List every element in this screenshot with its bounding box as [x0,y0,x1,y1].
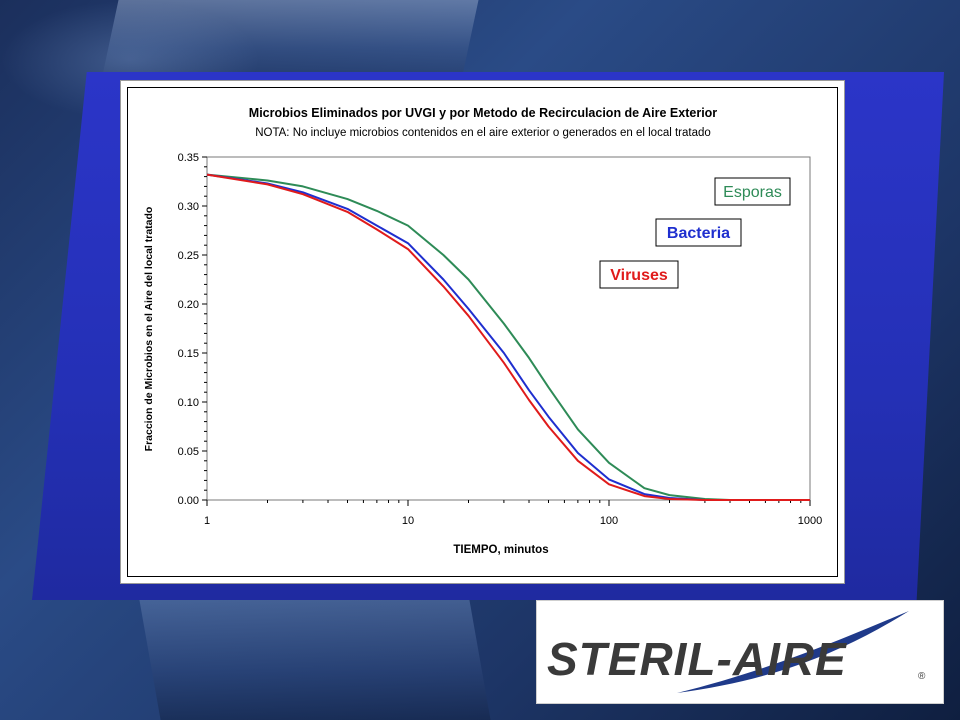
y-tick-label: 0.05 [178,446,199,458]
x-axis-label: TIEMPO, minutos [453,544,548,556]
y-tick-label: 0.20 [178,299,199,311]
x-tick-label: 1000 [798,515,822,527]
chart-title: Microbios Eliminados por UVGI y por Meto… [249,106,718,120]
chart-subtitle: NOTA: No incluye microbios contenidos en… [255,127,711,139]
plot-area [206,156,811,501]
y-tick-label: 0.00 [178,495,199,507]
steril-aire-logo: STERIL-AIRE ® [547,611,926,693]
y-axis-label: Fraccion de Microbios en el Aire del loc… [143,207,155,452]
background-machine-bottom [139,600,491,720]
x-tick-label: 1 [204,515,210,527]
y-tick-label: 0.35 [178,152,199,164]
series-line-viruses [206,173,810,501]
annotation-label-esporas: Esporas [723,184,782,201]
x-tick-label: 100 [600,515,618,527]
chart-frame: Microbios Eliminados por UVGI y por Meto… [120,80,845,584]
annotation-box-esporas [714,177,791,206]
chart-inner-border [127,87,838,577]
x-tick-label: 10 [402,515,414,527]
y-tick-label: 0.15 [178,348,199,360]
annotation-label-viruses: Viruses [610,267,668,284]
annotation-box-bacteria [655,218,742,247]
y-tick-label: 0.10 [178,397,199,409]
logo-text: STERIL-AIRE [547,633,847,685]
y-tick-label: 0.30 [178,201,199,213]
chart-svg: Microbios Eliminados por UVGI y por Meto… [143,106,822,556]
y-tick-label: 0.25 [178,250,199,262]
logo-registered: ® [918,671,926,682]
annotation-box-viruses [599,260,679,289]
annotation-label-bacteria: Bacteria [667,225,730,242]
logo-panel: STERIL-AIRE ® [536,600,944,704]
